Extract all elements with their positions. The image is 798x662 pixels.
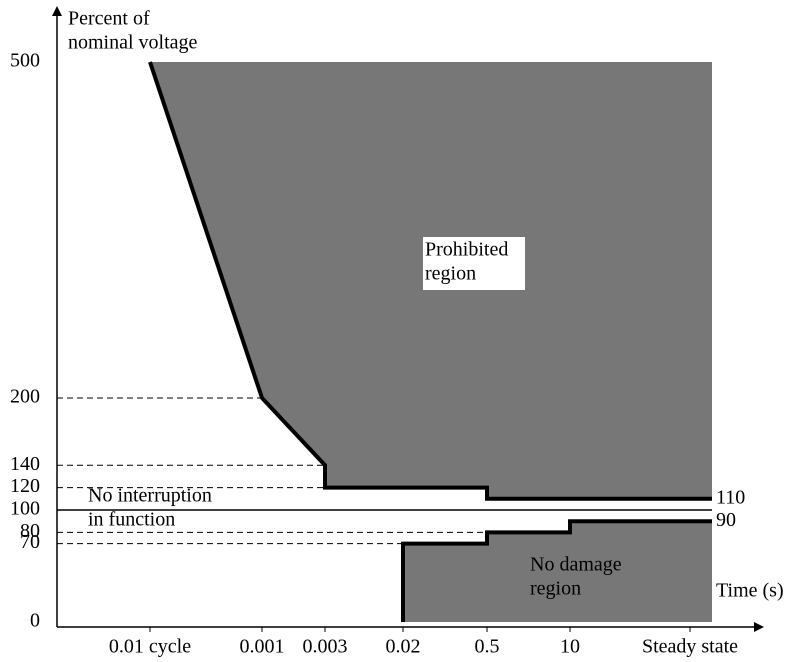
value-label: 110 — [716, 486, 745, 508]
y-axis-title: nominal voltage — [68, 32, 198, 54]
y-tick-label: 120 — [10, 475, 40, 497]
x-tick-label: 0.01 cycle — [109, 636, 191, 658]
y-tick-label: 140 — [10, 453, 40, 475]
curve — [148, 61, 712, 501]
x-tick-label: 0.003 — [303, 636, 348, 658]
annotation: region — [425, 263, 476, 285]
annotation: No damage — [530, 554, 622, 576]
y-tick-label: 0 — [30, 610, 40, 632]
annotation: in function — [88, 509, 175, 531]
y-tick-label: 500 — [10, 50, 40, 72]
y-tick-label: 70 — [20, 531, 40, 553]
x-tick-label: Steady state — [642, 636, 738, 658]
y-axis-title: Percent of — [68, 8, 150, 30]
annotation: No interruption — [88, 485, 212, 507]
y-tick-label: 200 — [10, 386, 40, 408]
x-axis-arrow — [754, 622, 764, 632]
annotation: region — [530, 578, 581, 600]
value-label: 90 — [716, 509, 736, 531]
curve — [401, 519, 712, 622]
y-axis-arrow — [52, 6, 62, 16]
annotation: Prohibited — [425, 239, 508, 261]
region-fill — [403, 521, 712, 622]
annotation-box — [423, 237, 525, 290]
y-tick-label: 80 — [20, 520, 40, 542]
x-tick-label: 10 — [560, 636, 580, 658]
y-tick-label: 100 — [10, 498, 40, 520]
x-tick-label: 0.02 — [386, 636, 421, 658]
x-tick-label: 0.5 — [475, 636, 500, 658]
x-axis-title: Time (s) — [716, 580, 784, 602]
x-tick-label: 0.001 — [240, 636, 285, 658]
